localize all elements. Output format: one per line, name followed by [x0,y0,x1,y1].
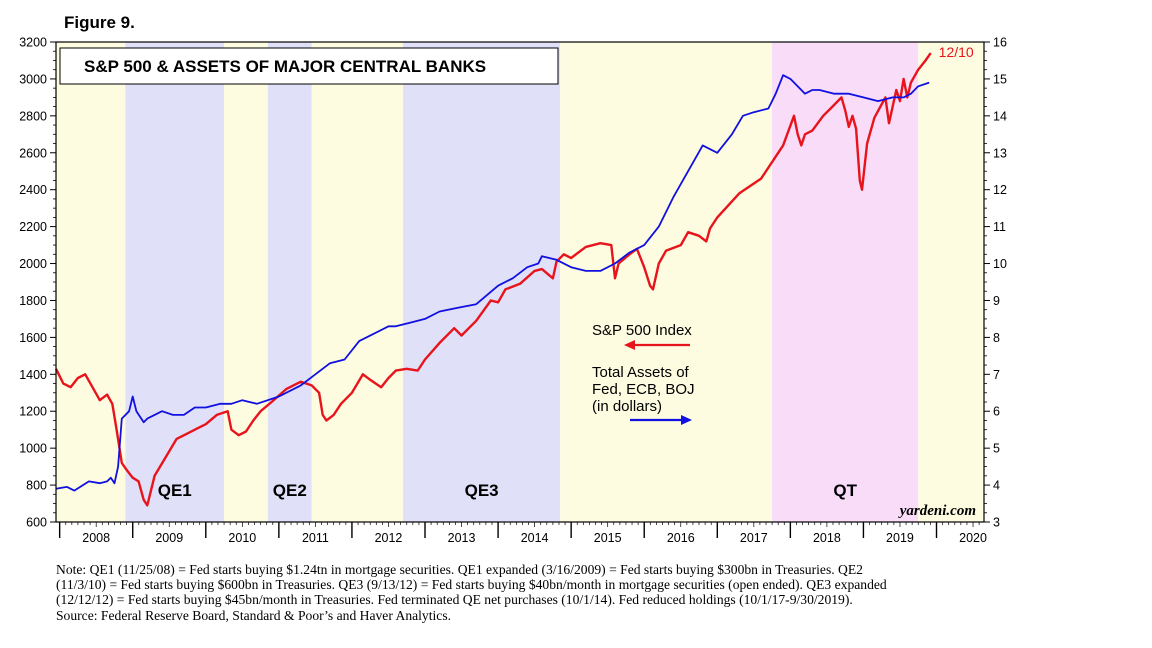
x-axis-label: 2016 [667,531,695,545]
x-axis-label: 2010 [228,531,256,545]
assets-legend-arrowhead [681,415,692,425]
shaded-period-neutral-2 [224,42,268,522]
right-axis-label: 9 [993,294,1000,308]
shaded-period-qe1 [125,42,225,522]
x-axis-label: 2017 [740,531,768,545]
left-axis-label: 2200 [19,220,47,234]
left-axis-label: 3000 [19,72,47,86]
right-axis-label: 7 [993,368,1000,382]
left-axis-label: 1000 [19,442,47,456]
shaded-period-neutral-6 [560,42,773,522]
source-watermark: yardeni.com [898,503,976,519]
right-axis-label: 16 [993,36,1007,50]
left-axis-label: 1400 [19,368,47,382]
sp500-legend-label: S&P 500 Index [592,322,692,339]
axes: 600 800 1000 1200 1400 1600 1800 2000 2200 2400 26… [19,36,1007,546]
shaded-period-qe3 [403,42,561,522]
left-axis-label: 2400 [19,183,47,197]
footnote-source: Source: Federal Reserve Board, Standard … [56,607,452,623]
left-axis-label: 2600 [19,146,47,160]
period-label-qe2: QE2 [273,481,307,500]
right-axis-label: 11 [993,220,1006,234]
right-axis-label: 6 [993,405,1000,419]
right-axis-label: 8 [993,331,1000,345]
right-axis-label: 5 [993,442,1000,456]
footnote-line-1: Note: QE1 (11/25/08) = Fed starts buying… [56,562,863,577]
x-axis-label: 2011 [302,531,329,545]
central-bank-assets-line [55,74,930,492]
x-axis-label: 2012 [375,531,403,545]
x-axis-label: 2013 [448,531,476,545]
footnote: Note: QE1 (11/25/08) = Fed starts buying… [56,562,1006,623]
sp500-line [54,52,932,507]
left-axis-label: 800 [26,479,47,493]
period-label-qe3: QE3 [465,481,499,500]
assets-legend-label-line: Fed, ECB, BOJ [592,381,695,398]
left-axis-label: 1800 [19,294,47,308]
x-axis-label: 2015 [594,531,622,545]
x-axis-label: 2020 [959,531,987,545]
x-axis-label: 2014 [521,531,549,545]
sp500-legend-arrowhead [624,340,635,350]
x-axis-label: 2019 [886,531,914,545]
period-label-qt: QT [833,481,857,500]
series-lines [54,52,932,507]
left-axis-label: 3200 [19,36,47,50]
right-axis-label: 15 [993,72,1007,86]
assets-legend-label-line: Total Assets of [592,364,690,381]
left-axis-label: 1600 [19,331,47,345]
period-label-qe1: QE1 [158,481,192,500]
right-axis-label: 4 [993,479,1000,493]
left-axis-label: 600 [26,516,47,530]
right-axis-label: 10 [993,257,1007,271]
chart-title: S&P 500 & ASSETS OF MAJOR CENTRAL BANKS [84,57,486,76]
chart-title-box: S&P 500 & ASSETS OF MAJOR CENTRAL BANKS [59,47,559,85]
shaded-period-qe2 [267,42,312,522]
x-axis-label: 2009 [155,531,183,545]
left-axis-label: 2000 [19,257,47,271]
right-axis-label: 14 [993,109,1007,123]
figure-label: Figure 9. [64,13,135,32]
assets-legend-label-line: (in dollars) [592,398,662,415]
shaded-period-neutral-0 [56,42,126,522]
date-label: 12/10 [939,44,974,60]
chart-svg: Figure 9. QE1 QE2 QE3 QT 600 800 1000 1200 1400… [19,13,1007,546]
right-axis-label: 3 [993,516,1000,530]
right-axis-label: 13 [993,146,1007,160]
footnote-line-3: (12/12/12) = Fed starts buying $45bn/mon… [56,592,853,608]
shaded-period-neutral-4 [311,42,404,522]
left-axis-label: 1200 [19,405,47,419]
left-axis-label: 2800 [19,109,47,123]
shaded-period-neutral-8 [918,42,984,522]
footnote-line-2: (11/3/10) = Fed starts buying $600bn in … [56,577,887,593]
x-axis-label: 2018 [813,531,841,545]
x-axis-label: 2008 [82,531,110,545]
right-axis-label: 12 [993,183,1007,197]
